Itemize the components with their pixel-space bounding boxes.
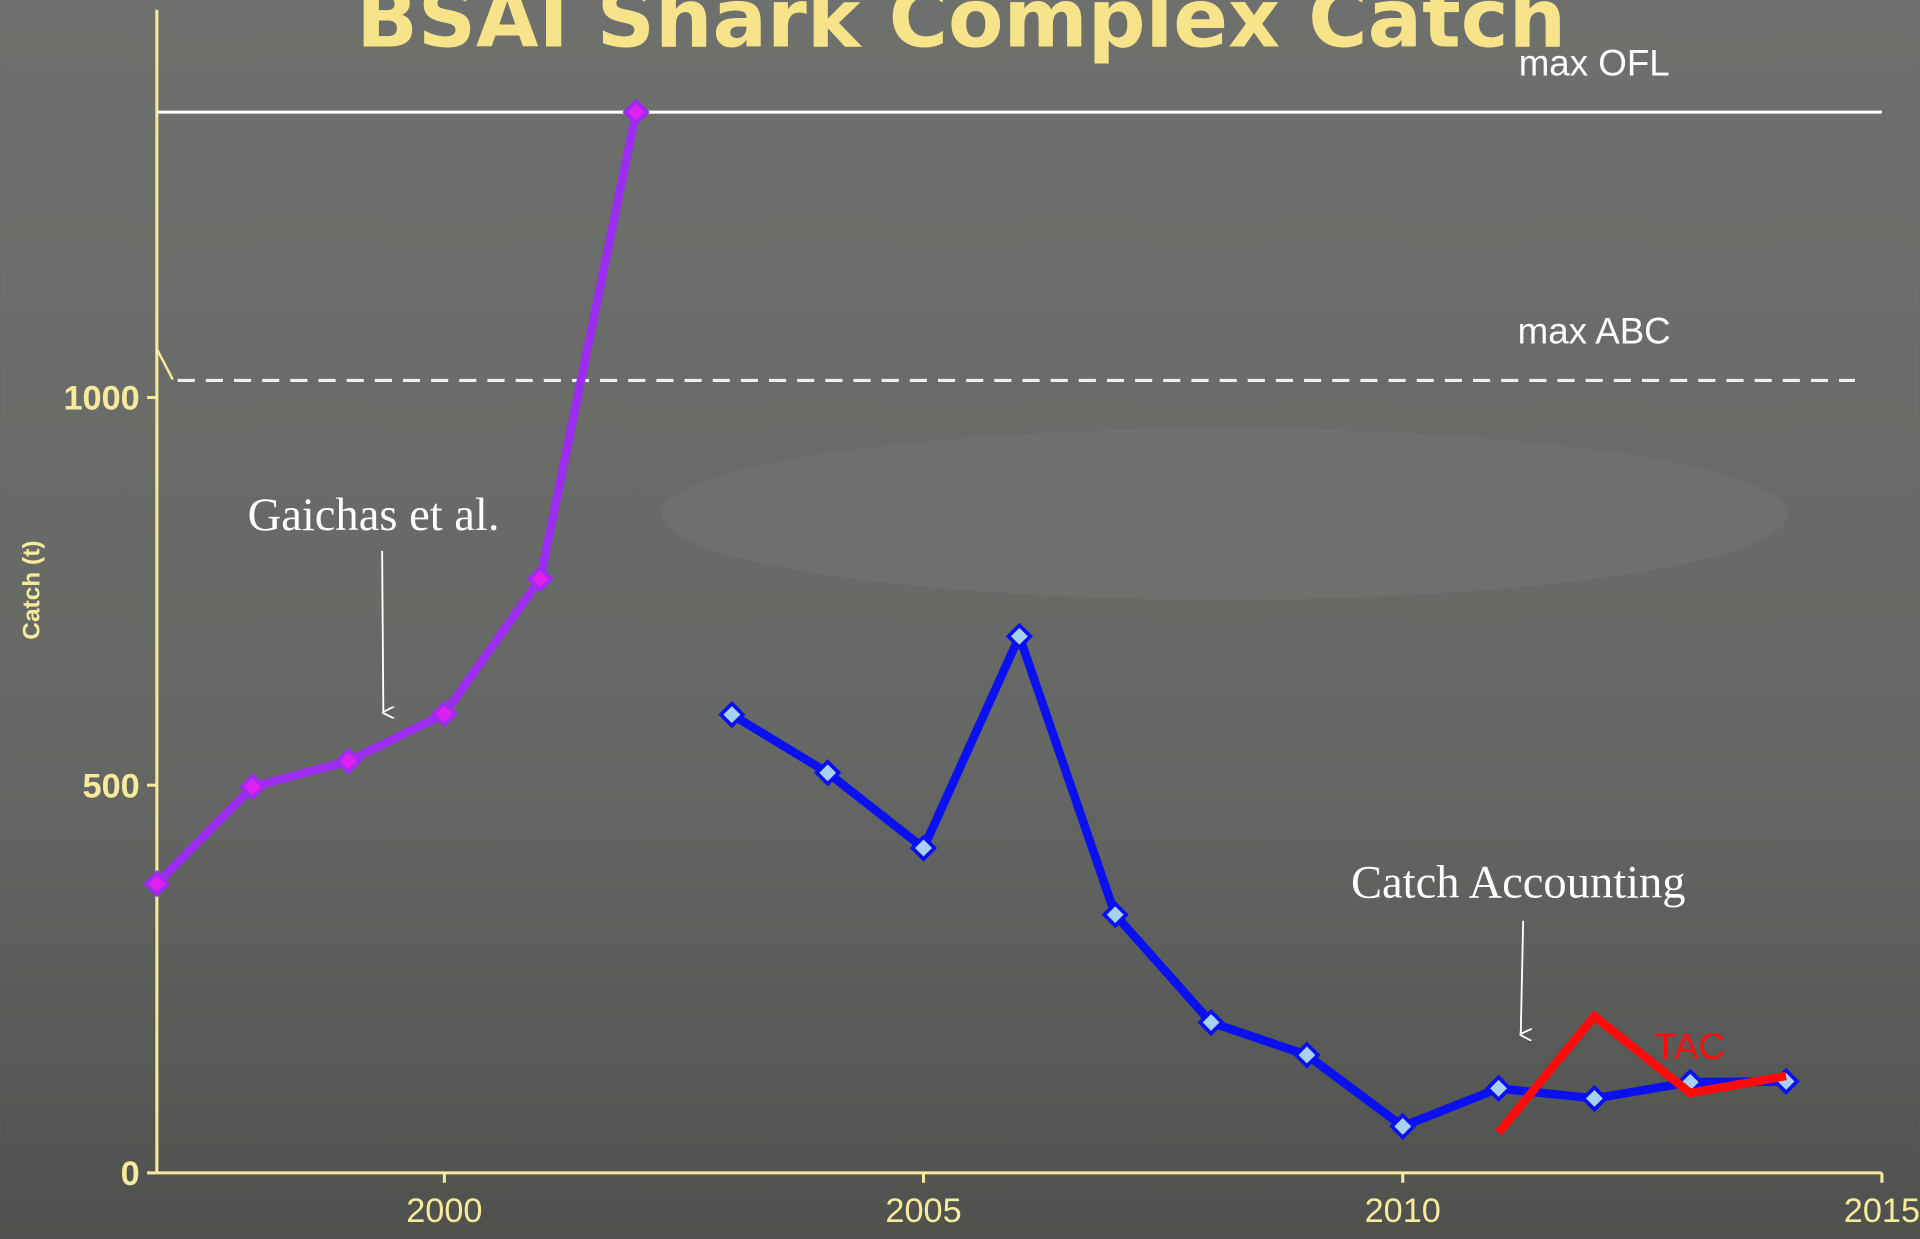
data-point	[143, 870, 171, 898]
data-point	[239, 773, 267, 801]
y-tick-label: 500	[83, 767, 140, 805]
annotation: Gaichas et al.	[248, 490, 500, 541]
series-line	[729, 624, 1787, 1132]
x-tick-label: 2005	[885, 1192, 961, 1230]
x-tick-label: 2000	[406, 1192, 482, 1230]
data-point	[718, 701, 746, 729]
data-point	[1580, 1084, 1609, 1113]
series-line	[153, 111, 641, 887]
series-line	[1495, 1010, 1787, 1136]
background-shark	[661, 428, 1788, 600]
legend-label: TAC	[1654, 1026, 1725, 1067]
data-point	[1197, 1008, 1225, 1037]
reference-label: max OFL	[1519, 42, 1670, 83]
data-point	[1101, 901, 1129, 929]
data-point	[1293, 1041, 1321, 1069]
axis-break	[155, 348, 174, 381]
data-point	[1005, 622, 1033, 650]
annotation-arrow	[1521, 920, 1523, 1035]
data-point	[1484, 1074, 1513, 1102]
data-point	[814, 759, 842, 787]
data-point	[526, 565, 554, 593]
data-point	[622, 98, 650, 126]
y-axis-label: Catch (t)	[18, 540, 45, 639]
y-tick-label: 0	[121, 1155, 140, 1193]
data-point	[909, 834, 938, 862]
chart-title: BSAI Shark Complex Catch	[356, 0, 1566, 67]
annotation: Catch Accounting	[1351, 857, 1686, 908]
data-point	[1389, 1112, 1417, 1140]
x-tick-label: 2010	[1365, 1192, 1441, 1230]
annotation-arrow	[381, 550, 383, 713]
x-tick-label: 2015	[1844, 1192, 1920, 1230]
reference-label: max ABC	[1518, 311, 1671, 352]
data-point	[334, 747, 363, 775]
data-point	[430, 700, 458, 728]
y-tick-label: 1000	[63, 380, 139, 418]
